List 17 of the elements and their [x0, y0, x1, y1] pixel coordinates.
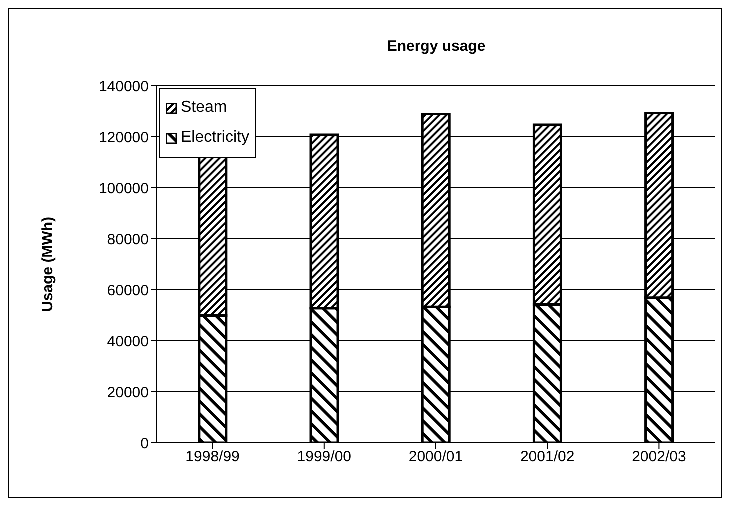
- y-tick-label: 60000: [107, 282, 149, 300]
- y-tick-label: 40000: [107, 333, 149, 350]
- y-tick-label: 140000: [98, 78, 149, 96]
- y-axis-title: Usage (MWh): [39, 217, 56, 312]
- x-tick-label: 2000/01: [408, 448, 464, 466]
- x-tick-label: 2002/03: [632, 448, 686, 466]
- y-tick-label: 120000: [98, 129, 149, 146]
- legend-label: Electricity: [181, 129, 250, 147]
- y-tick-label: 0: [140, 435, 149, 452]
- y-tick-label: 80000: [107, 231, 149, 248]
- x-tick-label: 1998/99: [186, 448, 240, 466]
- chart-title: Energy usage: [386, 38, 487, 55]
- y-tick-label: 20000: [107, 384, 149, 402]
- legend-label: Steam: [181, 99, 228, 117]
- x-tick-label: 2001/02: [520, 448, 575, 466]
- x-tick-label: 1999/00: [297, 448, 352, 466]
- y-tick-label: 100000: [98, 180, 149, 198]
